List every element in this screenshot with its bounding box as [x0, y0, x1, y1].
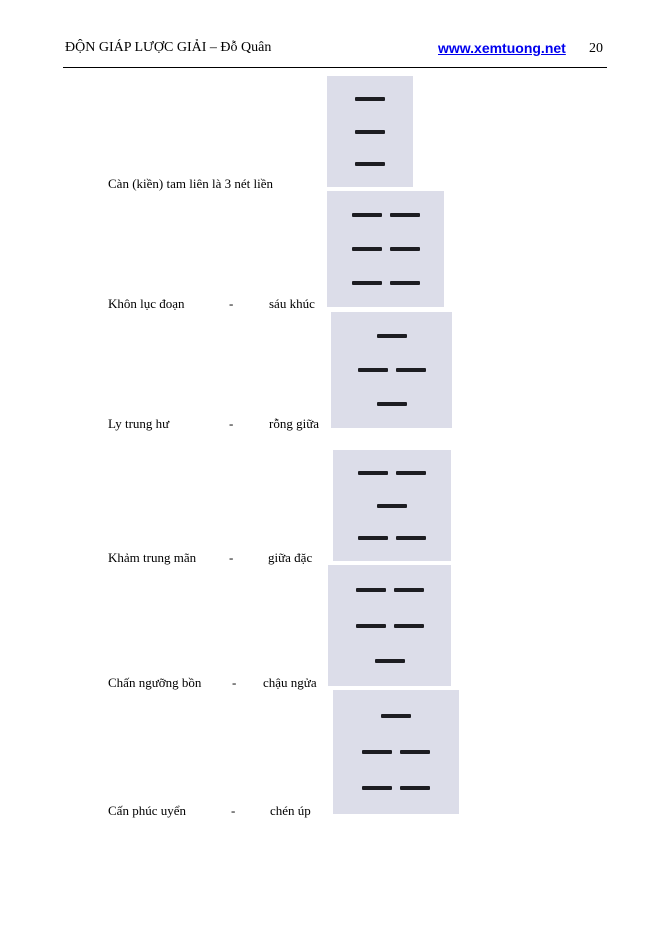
trigram-image: [328, 565, 451, 686]
broken-line-segment: [355, 587, 386, 592]
caption-term: Ly trung hư: [108, 416, 170, 431]
broken-line-segment: [396, 470, 426, 475]
solid-line: [355, 162, 385, 167]
broken-line-segment: [395, 368, 426, 372]
trigram-image: [331, 312, 452, 428]
broken-line-segment: [358, 470, 388, 475]
broken-line-segment: [400, 750, 430, 754]
caption-meaning: rỗng giữa: [269, 416, 320, 431]
caption-term: Chấn ngưỡng bồn: [108, 675, 202, 690]
caption-dash: -: [231, 803, 236, 818]
solid-line: [376, 402, 407, 407]
caption-term: Khôn lục đoạn: [108, 296, 185, 311]
trigram-image: [327, 191, 444, 307]
solid-line: [377, 503, 407, 508]
caption-dash: -: [229, 550, 234, 565]
broken-line-segment: [351, 281, 382, 286]
caption-dash: -: [229, 416, 234, 431]
trigram-image: [333, 450, 451, 561]
header-divider: [63, 67, 607, 68]
caption-meaning: chén úp: [270, 803, 311, 818]
broken-line-segment: [389, 281, 420, 286]
broken-line-segment: [389, 247, 420, 251]
solid-line: [376, 333, 407, 338]
solid-line: [374, 659, 405, 664]
page-number: 20: [589, 41, 603, 56]
caption-term: Khảm trung mãn: [108, 550, 197, 565]
broken-line-segment: [362, 786, 392, 791]
caption-meaning: chậu ngửa: [263, 675, 317, 690]
solid-line: [355, 96, 385, 101]
broken-line-segment: [396, 536, 426, 541]
caption-meaning: sáu khúc: [269, 296, 315, 311]
broken-line-segment: [400, 786, 430, 791]
broken-line-segment: [351, 212, 382, 217]
caption-dash: -: [229, 296, 234, 311]
broken-line-segment: [357, 368, 388, 372]
broken-line-segment: [351, 247, 382, 251]
website-link[interactable]: www.xemtuong.net: [438, 40, 566, 56]
broken-line-segment: [389, 212, 420, 217]
trigram-image: [333, 690, 459, 814]
broken-line-segment: [393, 623, 424, 628]
caption-meaning: giữa đặc: [268, 550, 313, 565]
broken-line-segment: [355, 623, 386, 628]
document-header-title: ĐỘN GIÁP LƯỢC GIẢI – Đỗ Quân: [65, 40, 272, 55]
caption-dash: -: [232, 675, 237, 690]
broken-line-segment: [358, 536, 388, 541]
broken-line-segment: [393, 587, 424, 592]
caption-text: Càn (kiền) tam liên là 3 nét liền: [108, 176, 273, 191]
solid-line: [355, 129, 385, 134]
trigram-image: [327, 76, 413, 187]
solid-line: [381, 713, 411, 718]
caption-term: Cấn phúc uyển: [108, 803, 186, 818]
broken-line-segment: [362, 750, 392, 754]
